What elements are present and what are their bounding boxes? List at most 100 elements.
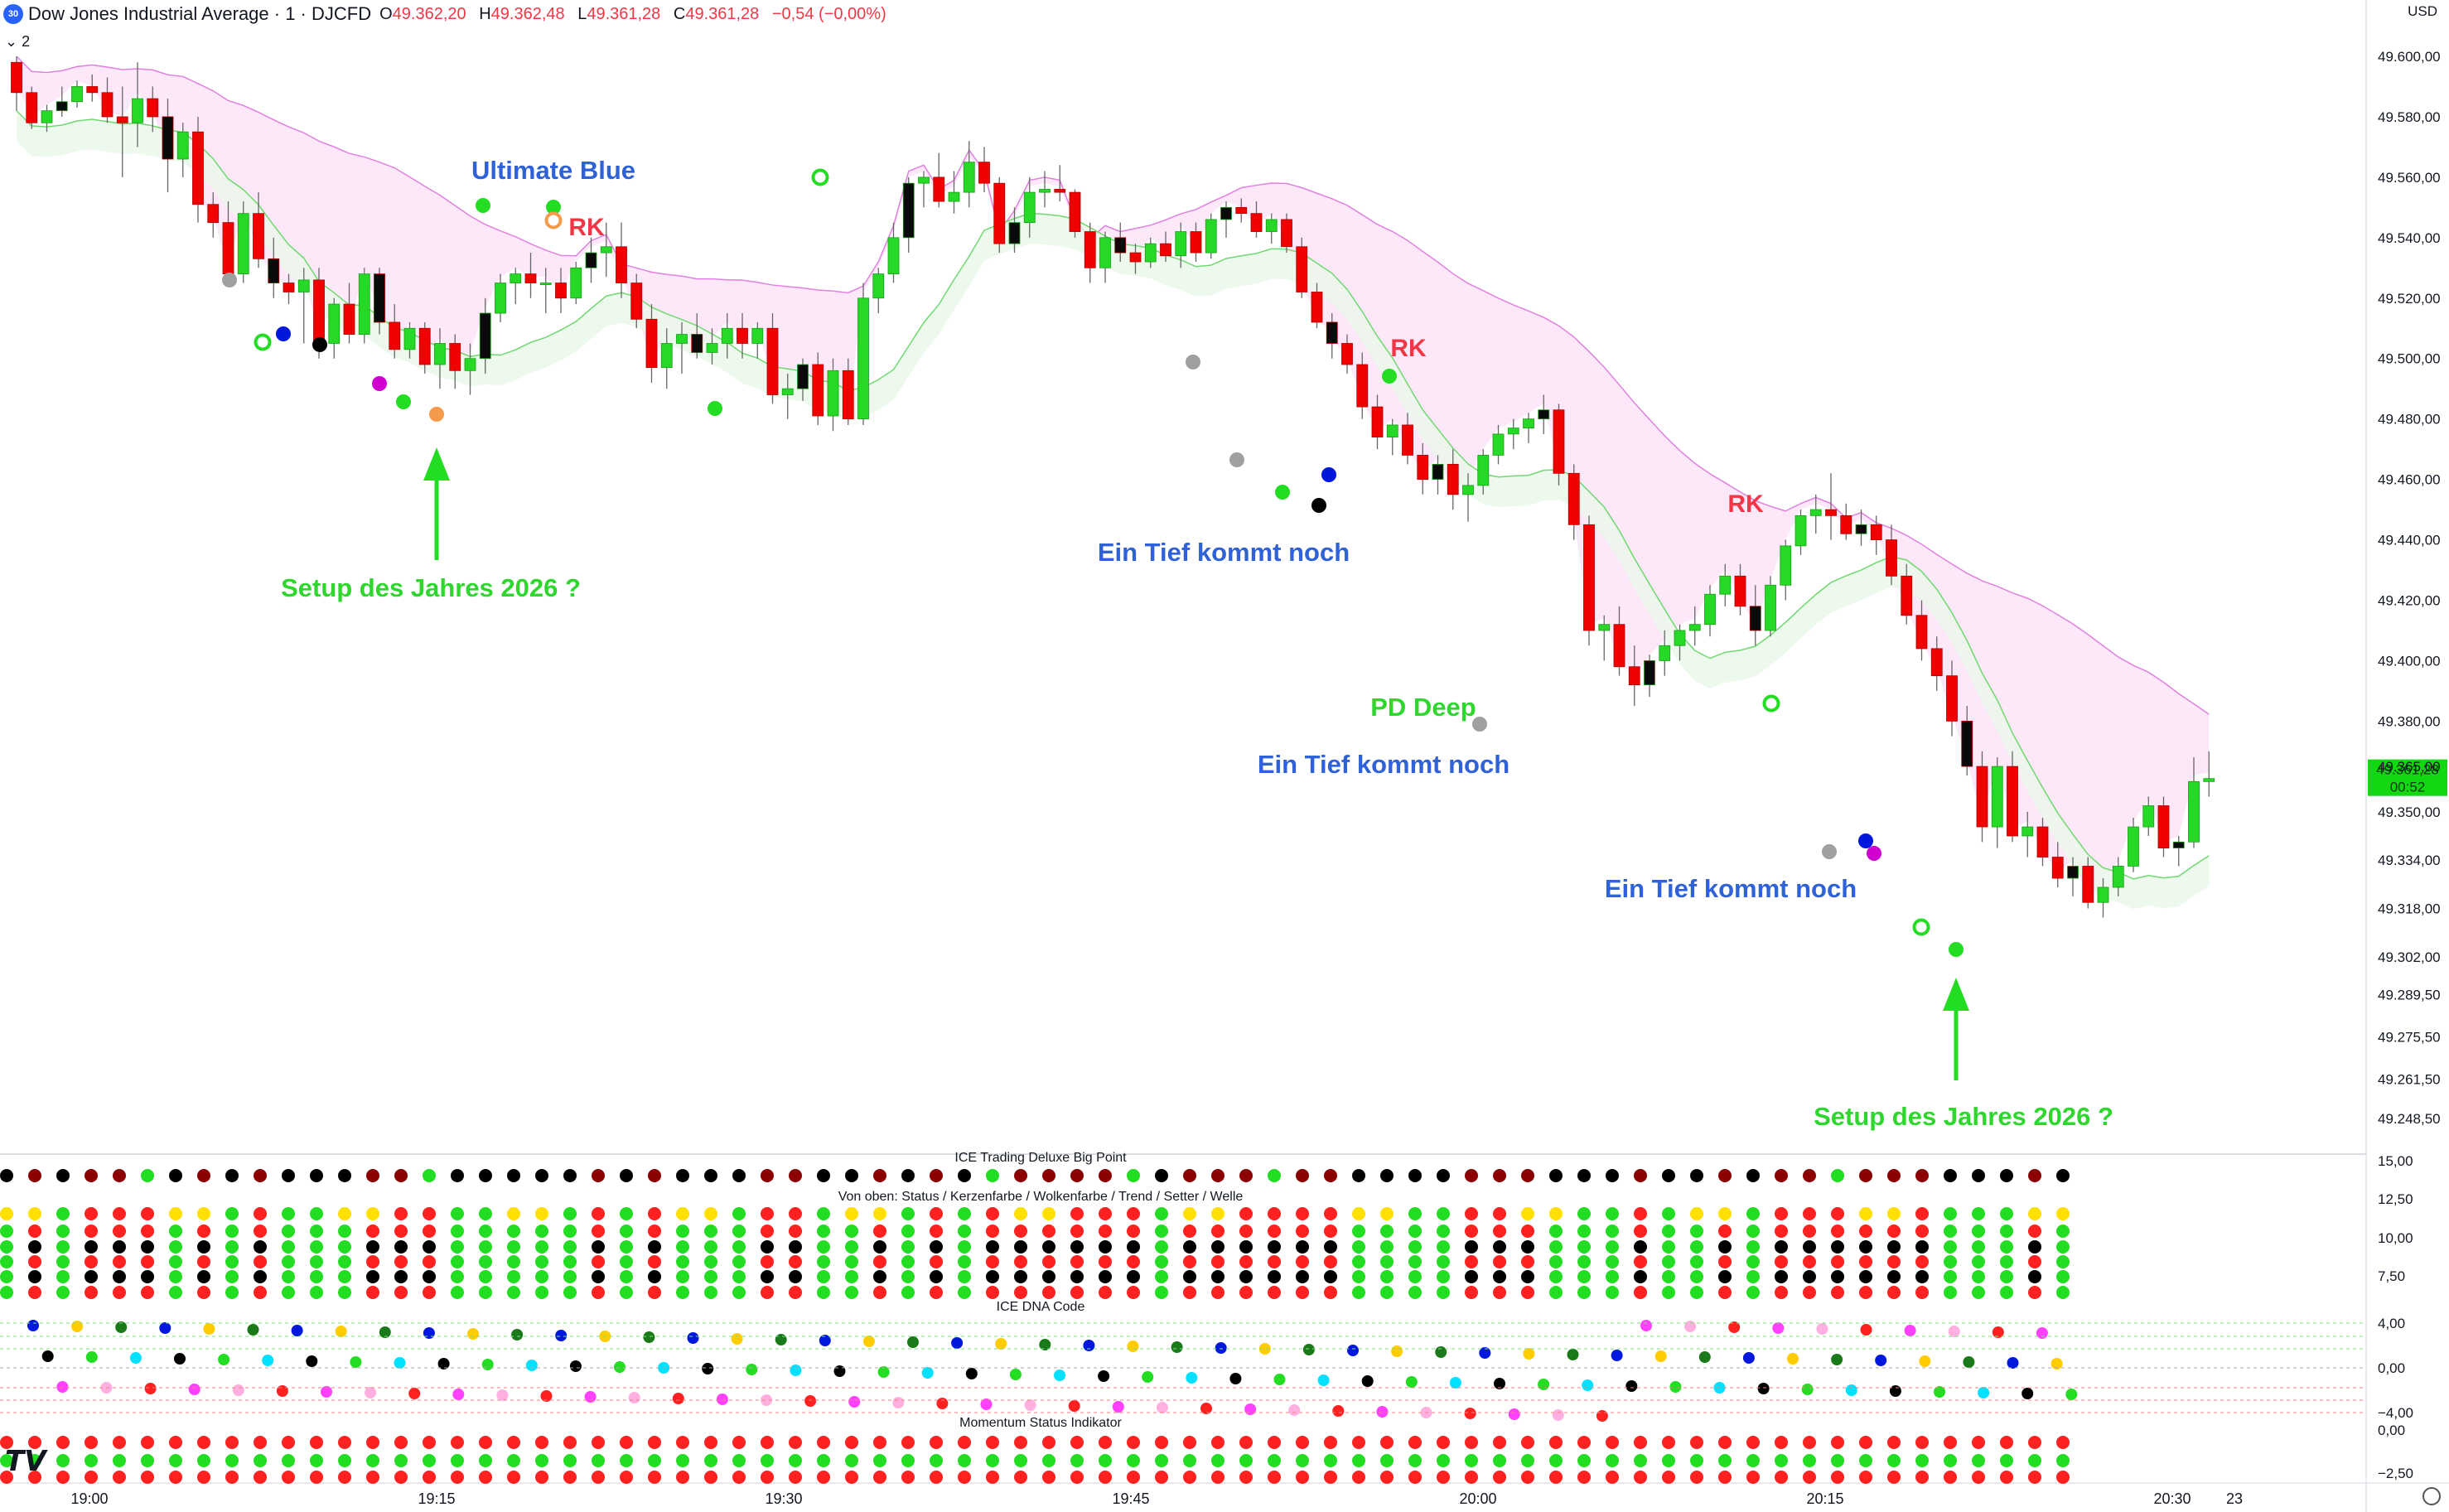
indicator-dot — [1887, 1225, 1901, 1238]
candle-body — [933, 176, 945, 202]
indicator-dot — [225, 1471, 239, 1484]
indicator-dot — [338, 1255, 351, 1268]
open-label: O — [379, 4, 393, 23]
indicator-dot — [0, 1225, 13, 1238]
support-band — [17, 110, 2210, 910]
indicator-dot — [85, 1286, 98, 1299]
dna-dot — [672, 1393, 684, 1404]
indicator-dot — [1155, 1436, 1168, 1449]
indicator-dot — [141, 1436, 154, 1449]
candle-body — [1371, 406, 1384, 437]
indicator-dot — [1803, 1286, 1816, 1299]
indicator-dot — [113, 1270, 126, 1283]
candle — [1250, 201, 1263, 238]
indicator-dot — [2056, 1471, 2070, 1484]
candle-body — [1023, 191, 1036, 223]
candle — [1915, 600, 1928, 661]
candle-body — [539, 283, 552, 285]
indicator-dot — [817, 1207, 830, 1220]
indicator-dot — [1746, 1255, 1760, 1268]
dna-dot — [716, 1394, 728, 1405]
candle-body — [2051, 857, 2064, 879]
dna-dot — [394, 1357, 406, 1369]
indicator-dot — [1746, 1286, 1760, 1299]
candle — [1205, 213, 1217, 259]
indicator-dot — [1183, 1240, 1196, 1254]
indicator-dot — [1380, 1471, 1394, 1484]
indicator-dot — [113, 1471, 126, 1484]
candle-body — [2007, 766, 2018, 837]
indicator-dot — [1211, 1270, 1224, 1283]
tradingview-logo-icon[interactable]: 𝙏𝙑 — [5, 1446, 46, 1477]
indicator-dot — [85, 1225, 98, 1238]
candle — [555, 268, 567, 314]
dna-dot — [951, 1337, 964, 1349]
candle-body — [1507, 428, 1519, 435]
indicator-dot — [1915, 1286, 1929, 1299]
close-value: 49.361,28 — [685, 4, 760, 23]
candle — [1809, 494, 1822, 534]
indicator-dot — [366, 1169, 379, 1182]
candle — [1114, 222, 1127, 263]
indicator-dot — [28, 1270, 41, 1283]
indicator-dot — [648, 1255, 661, 1268]
indicator-dot — [366, 1286, 379, 1299]
indicator-dot — [648, 1471, 661, 1484]
indicator-dot — [1634, 1240, 1647, 1254]
indicator-dot — [1634, 1270, 1647, 1283]
symbol-title[interactable]: Dow Jones Industrial Average · 1 · DJCFD — [28, 3, 372, 24]
indicator-dot — [761, 1471, 774, 1484]
indicator-dot — [1324, 1240, 1337, 1254]
currency-label[interactable]: USD — [2408, 3, 2437, 19]
indicator-dot — [451, 1436, 464, 1449]
indicator-dot — [563, 1207, 577, 1220]
candle — [524, 253, 537, 298]
signal-dot — [1912, 918, 1930, 936]
indicator-dot — [2028, 1286, 2041, 1299]
candle — [2188, 757, 2200, 848]
candle — [1099, 231, 1111, 283]
indicator-dot — [1437, 1286, 1450, 1299]
chart-settings-icon[interactable] — [2422, 1487, 2441, 1505]
indicator-dot — [197, 1270, 210, 1283]
indicator-dot — [563, 1240, 577, 1254]
indicator-dot — [817, 1454, 830, 1467]
indicator-dot — [1296, 1207, 1309, 1220]
low-label: L — [577, 4, 587, 23]
indicator-dot — [1155, 1169, 1168, 1182]
candle-body — [389, 321, 401, 350]
indicator-dot — [1521, 1436, 1534, 1449]
symbol-logo-icon[interactable]: 30 — [3, 4, 23, 24]
indicator-dot — [1268, 1169, 1281, 1182]
indicator-dot — [1521, 1270, 1534, 1283]
indicator-dot — [901, 1225, 915, 1238]
dna-dot — [335, 1326, 347, 1337]
indicator-dot — [1606, 1471, 1619, 1484]
indicator-collapse-toggle[interactable]: ⌄ 2 — [5, 33, 30, 51]
indicator-dot — [1127, 1270, 1140, 1283]
indicator-dot — [225, 1286, 239, 1299]
candle — [2128, 818, 2139, 872]
candle — [1235, 198, 1248, 223]
indicator-dot — [1831, 1471, 1844, 1484]
indicator-dot — [1775, 1454, 1788, 1467]
indicator-dot — [479, 1286, 492, 1299]
indicator-dot — [1746, 1471, 1760, 1484]
indicator-dot — [1493, 1286, 1506, 1299]
indicator-dot — [366, 1207, 379, 1220]
indicator-dot — [1944, 1225, 1957, 1238]
price-tick-label: 49.500,00 — [2378, 351, 2441, 367]
indicator-dot — [845, 1286, 858, 1299]
indicator-dot — [0, 1436, 13, 1449]
indicator-dot — [1127, 1240, 1140, 1254]
indicator-dot — [394, 1240, 408, 1254]
time-tick-label: 19:15 — [418, 1490, 455, 1507]
indicator-dot — [1127, 1207, 1140, 1220]
candle-body — [1901, 575, 1913, 616]
candle-body — [812, 364, 824, 417]
candle — [630, 273, 643, 329]
indicator-dot — [592, 1454, 605, 1467]
candle — [1749, 585, 1761, 646]
